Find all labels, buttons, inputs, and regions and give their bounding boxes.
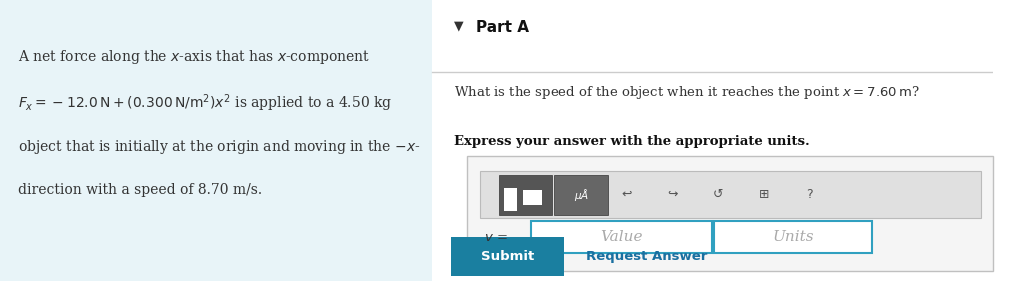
Text: ▼: ▼ [454,20,463,33]
Text: Submit: Submit [481,250,534,263]
Text: ⊞: ⊞ [759,188,769,201]
FancyBboxPatch shape [432,0,993,281]
Text: Value: Value [601,230,643,244]
Text: What is the speed of the object when it reaches the point $x = 7.60\,\mathrm{m}$: What is the speed of the object when it … [454,84,920,101]
FancyBboxPatch shape [499,175,553,215]
Text: ↺: ↺ [713,188,723,201]
FancyBboxPatch shape [555,175,608,215]
Text: $F_x = -12.0\,\mathrm{N} + (0.300\,\mathrm{N/m^2})x^2$ is applied to a 4.50 kg: $F_x = -12.0\,\mathrm{N} + (0.300\,\math… [17,93,392,114]
Text: Request Answer: Request Answer [586,250,708,263]
Text: Express your answer with the appropriate units.: Express your answer with the appropriate… [454,135,809,148]
Text: Part A: Part A [476,20,529,35]
FancyBboxPatch shape [480,171,981,218]
FancyBboxPatch shape [523,190,542,205]
Text: $v$ =: $v$ = [484,231,507,244]
Text: ↩: ↩ [621,188,632,201]
Text: direction with a speed of 8.70 m/s.: direction with a speed of 8.70 m/s. [17,183,262,197]
FancyBboxPatch shape [532,221,713,253]
Text: $\mu\AA$: $\mu\AA$ [574,187,588,203]
FancyBboxPatch shape [0,0,432,281]
Text: A net force along the $x$-axis that has $x$-component: A net force along the $x$-axis that has … [17,48,370,66]
FancyBboxPatch shape [451,237,564,276]
Text: ?: ? [806,188,813,201]
FancyBboxPatch shape [715,221,872,253]
Text: object that is initially at the origin and moving in the $-x$-: object that is initially at the origin a… [17,138,420,156]
Text: Units: Units [772,230,814,244]
FancyBboxPatch shape [467,156,993,271]
FancyBboxPatch shape [503,188,517,211]
Text: ↪: ↪ [668,188,678,201]
